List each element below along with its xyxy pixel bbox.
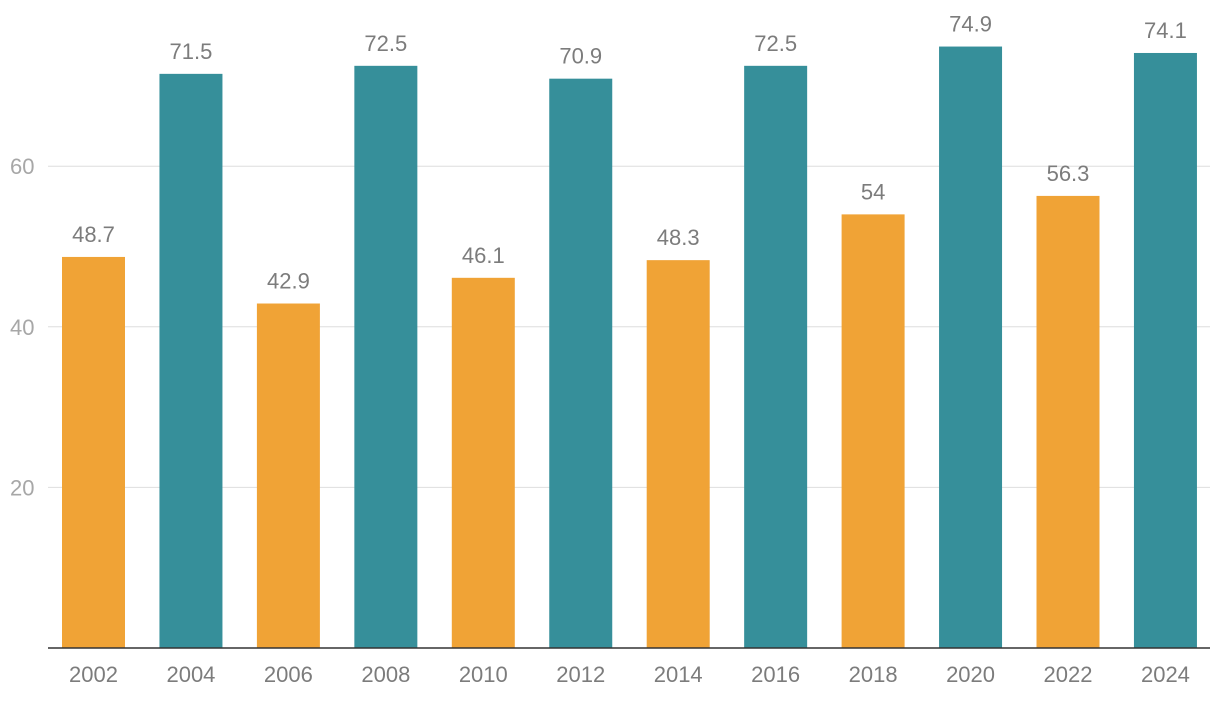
- bar-2018: [841, 214, 905, 648]
- bars: [62, 46, 1197, 649]
- x-tick-label-2020: 2020: [946, 662, 995, 687]
- data-label-2016: 72.5: [754, 31, 797, 56]
- bar-2002: [62, 256, 125, 648]
- data-label-2008: 72.5: [364, 31, 407, 56]
- data-label-2020: 74.9: [949, 12, 992, 37]
- x-axis-ticks: 2002 2004 2006 2008 2010 2012 2014 2016 2018 2020…: [69, 662, 1190, 687]
- data-label-2022: 56.3: [1047, 161, 1090, 186]
- bar-2006: [256, 303, 320, 648]
- y-gridlines: [48, 165, 1210, 488]
- y-tick-label: 60: [10, 154, 34, 179]
- x-tick-label-2022: 2022: [1044, 662, 1093, 687]
- data-label-2004: 71.5: [170, 39, 213, 64]
- data-label-2014: 48.3: [657, 225, 700, 250]
- x-tick-label-2014: 2014: [654, 662, 703, 687]
- data-labels: 48.7 71.5 42.9 72.5 46.1 70.9 48.3 72.5 54 74.9 56…: [72, 12, 1187, 294]
- x-tick-label-2010: 2010: [459, 662, 508, 687]
- x-tick-label-2024: 2024: [1141, 662, 1190, 687]
- x-tick-label-2008: 2008: [361, 662, 410, 687]
- x-tick-label-2018: 2018: [849, 662, 898, 687]
- bar-2022: [1036, 195, 1100, 648]
- data-label-2018: 54: [861, 179, 885, 204]
- y-tick-label: 40: [10, 315, 34, 340]
- bar-2016: [744, 65, 808, 648]
- y-tick-label: 20: [10, 475, 34, 500]
- bar-2012: [549, 78, 613, 649]
- x-tick-label-2004: 2004: [166, 662, 215, 687]
- x-tick-label-2016: 2016: [751, 662, 800, 687]
- data-label-2002: 48.7: [72, 222, 115, 247]
- bar-2010: [451, 277, 515, 648]
- data-label-2012: 70.9: [559, 44, 602, 69]
- data-label-2024: 74.1: [1144, 18, 1187, 43]
- bar-2008: [354, 65, 418, 648]
- x-tick-label-2006: 2006: [264, 662, 313, 687]
- x-tick-label-2002: 2002: [69, 662, 118, 687]
- bar-2004: [159, 73, 223, 649]
- bar-2014: [646, 260, 710, 648]
- y-axis-ticks: 20 40 60: [10, 154, 34, 500]
- bar-2024: [1133, 52, 1197, 649]
- bar-2020: [939, 46, 1003, 649]
- x-tick-label-2012: 2012: [556, 662, 605, 687]
- data-label-2010: 46.1: [462, 243, 505, 268]
- data-label-2006: 42.9: [267, 269, 310, 294]
